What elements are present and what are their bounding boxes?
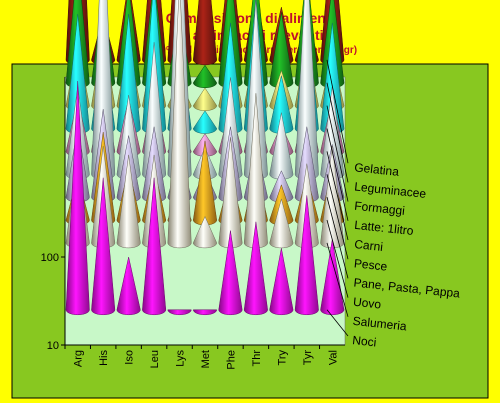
series-noci — [65, 80, 345, 316]
cone-noci-thr — [243, 221, 268, 315]
x-tick-label: Arg — [73, 350, 85, 367]
legend-entry: Pesce — [353, 256, 388, 273]
cone-leguminacee-met — [193, 64, 217, 88]
legend-leader — [326, 174, 349, 260]
legend-entry: Formaggi — [354, 199, 406, 218]
legend-entry: Uovo — [352, 295, 382, 312]
cone-noci-try — [269, 248, 294, 316]
series-group — [65, 0, 345, 316]
cone-latte-1litro-met — [193, 110, 217, 134]
legend-leader — [326, 197, 349, 279]
y-tick-label: 10 — [47, 340, 59, 352]
legend-leader — [326, 82, 349, 183]
legend-leader — [326, 59, 349, 164]
cone-noci-iso — [116, 256, 141, 316]
cone-noci-tyr — [294, 195, 319, 315]
cone-salumeria-lys — [167, 0, 192, 249]
x-tick-label: Thr — [251, 350, 263, 367]
cone-gelatina-met — [193, 0, 217, 66]
cone-noci-lys — [167, 309, 192, 316]
x-tick-label: Met — [200, 350, 212, 368]
x-tick-label: Lys — [175, 350, 187, 367]
legend-leader — [326, 128, 349, 221]
legend-entry: Gelatina — [354, 160, 400, 179]
x-tick-label: Val — [327, 350, 339, 365]
cone-noci-leu — [142, 177, 167, 315]
x-tick-label: Tyr — [302, 350, 314, 366]
legend-entry: Carni — [354, 237, 384, 254]
cone-salumeria-try — [269, 197, 294, 249]
x-tick-group: Arg His Iso Leu Lys Met Phe Thr Try Tyr Val — [64, 345, 339, 370]
x-tick-label: Leu — [149, 350, 161, 368]
legend-leader — [326, 309, 349, 337]
legend-entry: Noci — [352, 333, 377, 349]
legend-leader — [326, 151, 349, 241]
cone-salumeria-met — [193, 215, 217, 249]
legend-entry: Latte: 1litro — [354, 218, 415, 238]
legend-entry: Salumeria — [352, 314, 408, 334]
y-tick-label: 100 — [41, 252, 59, 264]
cone-noci-his — [91, 177, 116, 315]
y-tick-group: 10 100 — [41, 252, 65, 352]
legend-leader — [326, 219, 349, 298]
cone-noci-arg — [65, 80, 90, 315]
legend-leader — [326, 105, 349, 202]
cone-salumeria-iso — [116, 154, 141, 249]
x-tick-label: Iso — [124, 350, 136, 365]
cone-noci-met — [193, 309, 217, 315]
x-tick-label: His — [98, 350, 110, 366]
x-tick-label: Phe — [225, 350, 237, 370]
cone-noci-val — [320, 239, 345, 316]
x-tick-label: Try — [276, 350, 288, 366]
cone-formaggi-met — [193, 87, 217, 111]
legend-leader — [326, 242, 349, 317]
cone-noci-phe — [218, 230, 243, 316]
